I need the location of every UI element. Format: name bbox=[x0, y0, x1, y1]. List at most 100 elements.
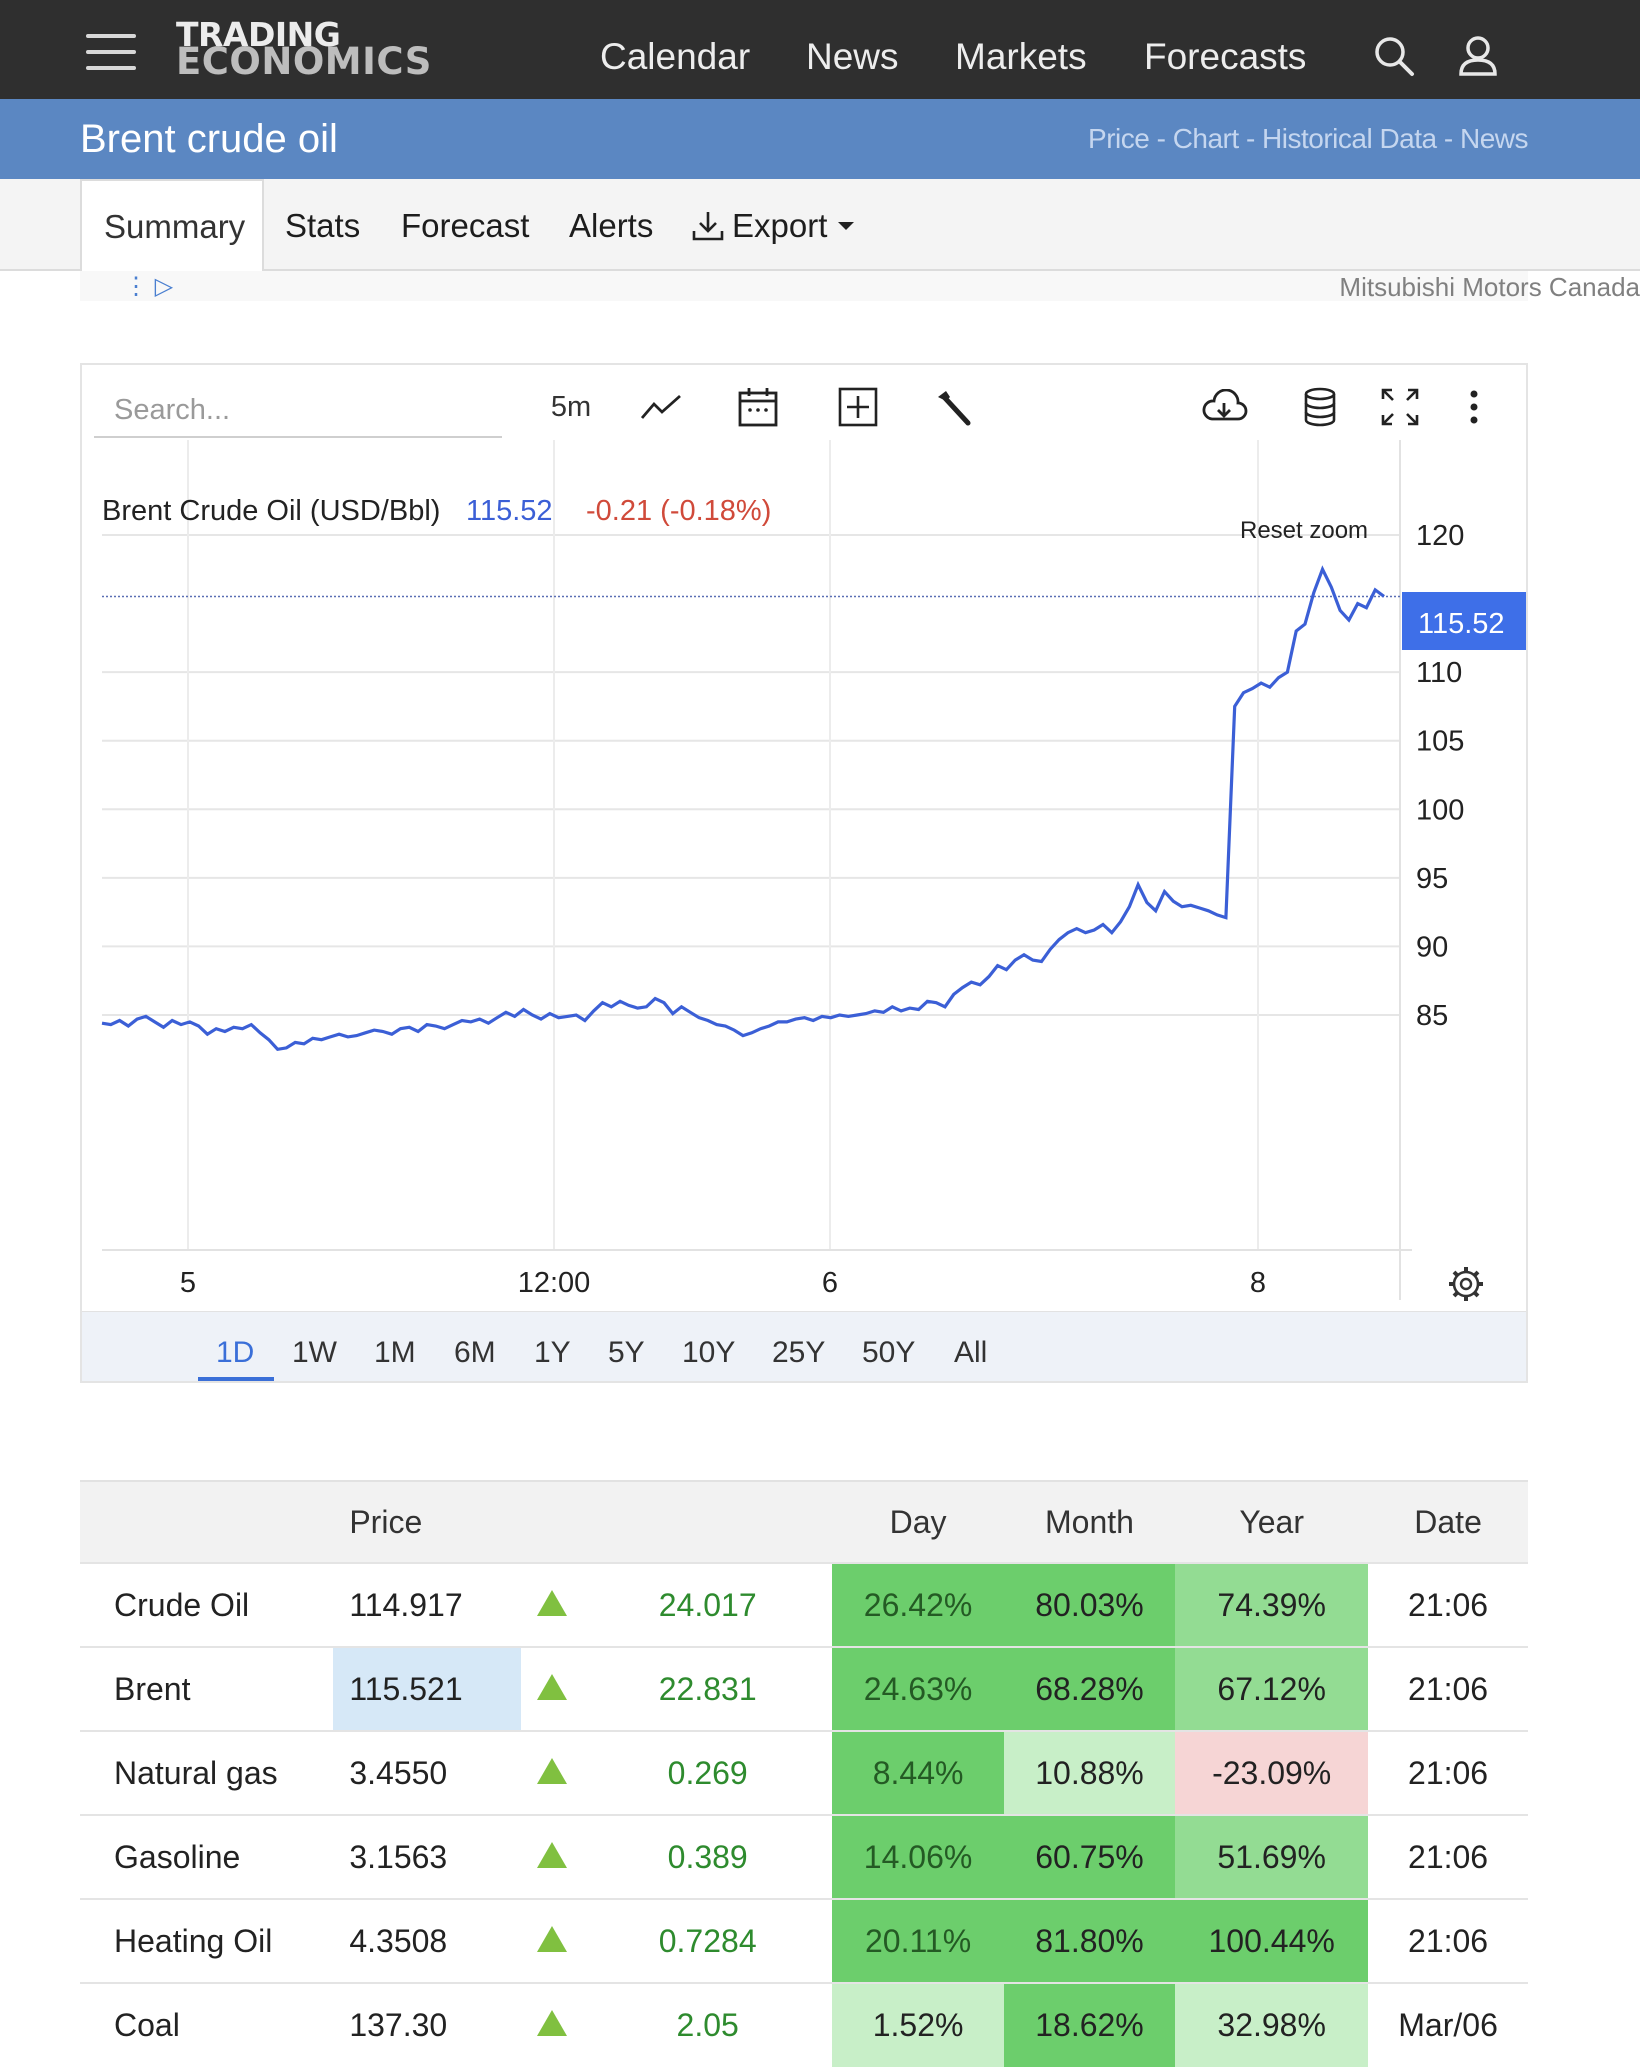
table-row[interactable]: Gasoline 3.1563 0.389 14.06% 60.75% 51.6… bbox=[80, 1814, 1528, 1899]
tab-forecast[interactable]: Forecast bbox=[401, 207, 530, 244]
chart-settings-icon[interactable] bbox=[1449, 1267, 1483, 1301]
commodity-name[interactable]: Brent bbox=[80, 1646, 334, 1731]
menu-icon[interactable] bbox=[86, 34, 136, 70]
tab-stats[interactable]: Stats bbox=[285, 207, 361, 244]
nav-calendar[interactable]: Calendar bbox=[600, 36, 751, 77]
caret-down-icon bbox=[838, 222, 855, 230]
commodity-price: 114.917 bbox=[333, 1562, 522, 1647]
site-logo[interactable]: TRADING ECONOMICS bbox=[176, 15, 431, 80]
wrench-icon[interactable] bbox=[930, 383, 974, 431]
chart-search bbox=[94, 390, 502, 438]
update-time: 21:06 bbox=[1368, 1814, 1528, 1899]
up-arrow-icon bbox=[521, 1982, 583, 2067]
commodities-table: Price Day Month Year Date Crude Oil 114.… bbox=[80, 1480, 1528, 2067]
update-time: Mar/06 bbox=[1368, 1982, 1528, 2067]
header-year[interactable]: Year bbox=[1175, 1480, 1369, 1563]
range-1m[interactable]: 1M bbox=[374, 1336, 416, 1369]
commodity-price: 4.3508 bbox=[333, 1898, 522, 1983]
download-icon bbox=[692, 212, 724, 241]
range-1d[interactable]: 1D bbox=[216, 1336, 255, 1369]
database-icon[interactable] bbox=[1298, 383, 1342, 431]
calendar-icon[interactable] bbox=[736, 383, 780, 431]
y-tick-label: 120 bbox=[1416, 520, 1464, 552]
table-row[interactable]: Heating Oil 4.3508 0.7284 20.11% 81.80% … bbox=[80, 1898, 1528, 1983]
table-row[interactable]: Coal 137.30 2.05 1.52% 18.62% 32.98% Mar… bbox=[80, 1982, 1528, 2067]
nav-markets[interactable]: Markets bbox=[955, 36, 1087, 77]
nav-news[interactable]: News bbox=[806, 36, 899, 77]
up-arrow-icon bbox=[521, 1898, 583, 1983]
y-tick-label: 95 bbox=[1416, 863, 1448, 895]
day-change: 24.63% bbox=[832, 1646, 1004, 1731]
commodity-name[interactable]: Crude Oil bbox=[80, 1562, 334, 1647]
range-25y[interactable]: 25Y bbox=[772, 1336, 826, 1369]
ad-strip bbox=[80, 271, 1528, 301]
month-change: 81.80% bbox=[1003, 1898, 1176, 1983]
commodity-change: 22.831 bbox=[583, 1646, 833, 1731]
y-axis-ticks: 120 110 105 100 95 90 85 bbox=[1416, 520, 1464, 1032]
commodity-price: 115.521 bbox=[333, 1646, 522, 1731]
update-time: 21:06 bbox=[1368, 1562, 1528, 1647]
breadcrumb[interactable]: Price - Chart - Historical Data - News bbox=[1088, 123, 1528, 154]
range-5y[interactable]: 5Y bbox=[608, 1336, 645, 1369]
range-1w[interactable]: 1W bbox=[292, 1336, 337, 1369]
range-all[interactable]: All bbox=[954, 1336, 988, 1369]
header-price[interactable]: Price bbox=[333, 1480, 522, 1563]
more-icon[interactable] bbox=[1462, 383, 1486, 431]
y-tick-label: 85 bbox=[1416, 1000, 1448, 1032]
logo-line-1: TRADING bbox=[176, 15, 341, 54]
commodity-change: 0.7284 bbox=[583, 1898, 833, 1983]
tab-export[interactable]: Export bbox=[690, 207, 857, 245]
fullscreen-icon[interactable] bbox=[1378, 383, 1422, 431]
header-month[interactable]: Month bbox=[1003, 1480, 1176, 1563]
user-icon[interactable] bbox=[1456, 34, 1500, 78]
header-change bbox=[583, 1480, 833, 1563]
legend-series-name: Brent Crude Oil (USD/Bbl) bbox=[102, 495, 440, 527]
table-row[interactable]: Brent 115.521 22.831 24.63% 68.28% 67.12… bbox=[80, 1646, 1528, 1731]
table-row[interactable]: Natural gas 3.4550 0.269 8.44% 10.88% -2… bbox=[80, 1730, 1528, 1815]
tab-summary[interactable]: Summary bbox=[80, 179, 264, 272]
update-time: 21:06 bbox=[1368, 1730, 1528, 1815]
tab-alerts[interactable]: Alerts bbox=[569, 207, 654, 244]
month-change: 10.88% bbox=[1003, 1730, 1176, 1815]
header-date[interactable]: Date bbox=[1368, 1480, 1528, 1563]
x-tick-label: 12:00 bbox=[518, 1267, 591, 1299]
commodity-price: 3.1563 bbox=[333, 1814, 522, 1899]
line-chart-icon[interactable] bbox=[640, 383, 684, 431]
range-10y[interactable]: 10Y bbox=[682, 1336, 736, 1369]
reset-zoom-button[interactable]: Reset zoom bbox=[1240, 517, 1368, 544]
search-icon[interactable] bbox=[1372, 34, 1416, 78]
range-6m[interactable]: 6M bbox=[454, 1336, 496, 1369]
table-row[interactable]: Crude Oil 114.917 24.017 26.42% 80.03% 7… bbox=[80, 1562, 1528, 1647]
range-50y[interactable]: 50Y bbox=[862, 1336, 916, 1369]
commodity-name[interactable]: Gasoline bbox=[80, 1814, 334, 1899]
commodity-name[interactable]: Natural gas bbox=[80, 1730, 334, 1815]
x-tick-label: 8 bbox=[1250, 1267, 1266, 1299]
add-icon[interactable] bbox=[836, 383, 880, 431]
month-change: 80.03% bbox=[1003, 1562, 1176, 1647]
interval-selector[interactable]: 5m bbox=[550, 390, 592, 423]
search-input[interactable] bbox=[94, 390, 502, 430]
tab-export-label: Export bbox=[732, 207, 828, 244]
ad-text[interactable]: Mitsubishi Motors Canada bbox=[1339, 272, 1640, 302]
range-1y[interactable]: 1Y bbox=[534, 1336, 571, 1369]
brent-price-line bbox=[101, 565, 1385, 1052]
day-change: 8.44% bbox=[832, 1730, 1004, 1815]
up-arrow-icon bbox=[521, 1562, 583, 1647]
header-day[interactable]: Day bbox=[832, 1480, 1004, 1563]
month-change: 18.62% bbox=[1003, 1982, 1176, 2067]
commodity-name[interactable]: Coal bbox=[80, 1982, 334, 2067]
nav-forecasts[interactable]: Forecasts bbox=[1144, 36, 1307, 77]
month-change: 60.75% bbox=[1003, 1814, 1176, 1899]
day-change: 26.42% bbox=[832, 1562, 1004, 1647]
legend-price: 115.52 bbox=[466, 495, 553, 527]
y-tick-label: 90 bbox=[1416, 931, 1448, 963]
commodity-change: 24.017 bbox=[583, 1562, 833, 1647]
commodity-change: 0.269 bbox=[583, 1730, 833, 1815]
up-arrow-icon bbox=[521, 1814, 583, 1899]
chart-panel bbox=[80, 363, 1528, 1383]
commodity-name[interactable]: Heating Oil bbox=[80, 1898, 334, 1983]
cloud-download-icon[interactable] bbox=[1200, 383, 1248, 431]
page-title: Brent crude oil bbox=[80, 117, 338, 161]
ad-choices-icon[interactable]: ⋮ ▷ bbox=[124, 273, 174, 300]
price-chart[interactable]: 120 110 105 100 95 90 85 5 12:00 6 8 115.52 Brent… bbox=[82, 440, 1526, 1310]
